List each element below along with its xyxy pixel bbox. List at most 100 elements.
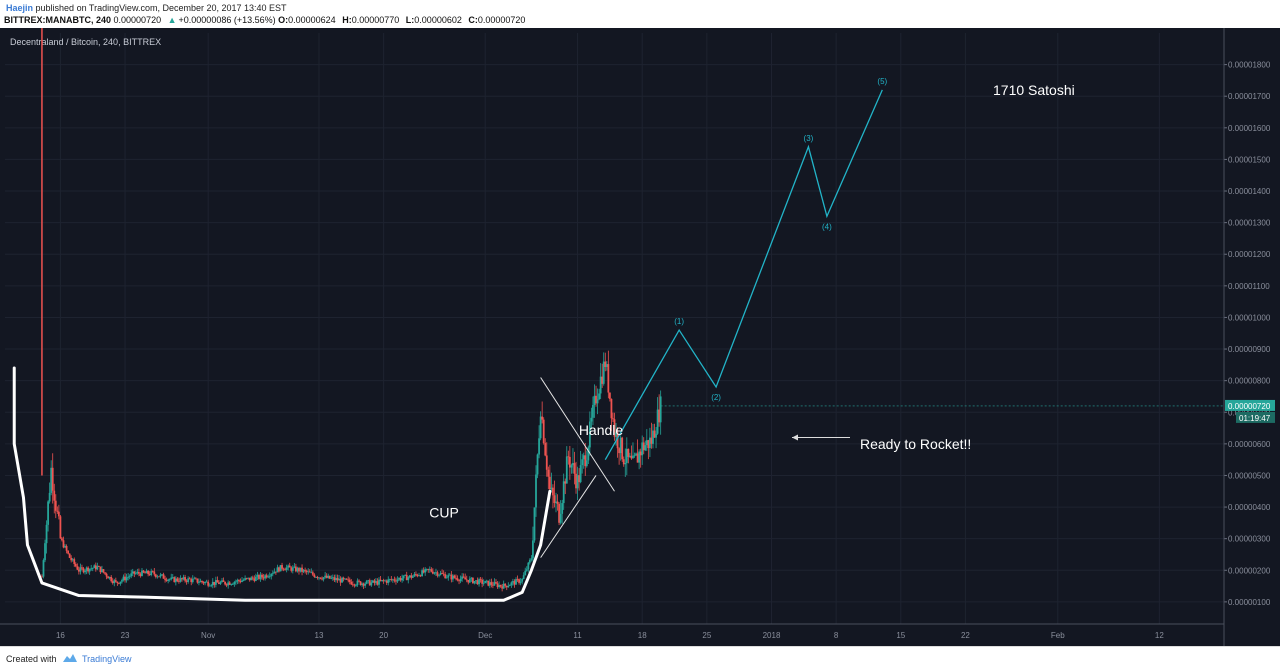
candle-body: [62, 540, 65, 548]
candle-body: [167, 579, 170, 581]
candle-body: [610, 398, 613, 419]
candle-body: [385, 580, 388, 583]
candle-body: [113, 580, 116, 584]
candle-body: [441, 573, 444, 574]
candle-body: [107, 576, 110, 579]
candle-body: [216, 580, 219, 583]
low-label: L:: [405, 15, 415, 25]
candle-body: [351, 584, 354, 586]
target-annotation: 1710 Satoshi: [993, 82, 1075, 98]
candle-body: [121, 580, 123, 582]
tradingview-logo-icon[interactable]: [62, 653, 78, 663]
candle-body: [284, 569, 287, 571]
candle-body: [325, 575, 328, 578]
candle-body: [475, 580, 477, 582]
candle-body: [285, 567, 288, 570]
candle-body: [234, 581, 237, 583]
candle-body: [607, 364, 610, 393]
candle-body: [287, 565, 290, 568]
candle-body: [84, 570, 86, 573]
candle-body: [387, 579, 390, 583]
chart-area[interactable]: 0.00000100 0.00000200 0.00000300 0.00000400…: [0, 27, 1280, 646]
candle-body: [451, 575, 454, 580]
candle-body: [398, 578, 400, 580]
candle-body: [230, 584, 233, 585]
y-tick-label: 0.00000300: [1228, 535, 1271, 544]
candle-body: [54, 500, 57, 511]
candle-body: [130, 573, 133, 577]
candle-body: [501, 586, 504, 589]
candle-body: [336, 578, 339, 581]
candle-body: [499, 585, 502, 587]
candle-body: [265, 575, 268, 578]
candle-body: [350, 582, 353, 585]
candle-body: [148, 574, 151, 575]
chart-background: [0, 28, 1280, 646]
candle-body: [467, 579, 470, 583]
candle-body: [258, 574, 260, 579]
candle-body: [605, 364, 608, 368]
candle-body: [233, 582, 236, 585]
price-chart[interactable]: 0.00000100 0.00000200 0.00000300 0.00000400…: [0, 27, 1280, 646]
candle-body: [464, 577, 467, 580]
candle-body: [327, 575, 330, 578]
candle-body: [593, 395, 596, 405]
candle-body: [101, 569, 103, 573]
candle-body: [116, 581, 119, 583]
y-tick-label: 0.00000500: [1228, 471, 1271, 480]
y-tick-label: 0.00001700: [1228, 92, 1271, 101]
candle-body: [595, 395, 597, 404]
candle-body: [649, 437, 651, 449]
candle-body: [330, 577, 333, 579]
candle-body: [302, 569, 305, 572]
candle-body: [599, 376, 602, 394]
candle-body: [335, 578, 337, 581]
candle-body: [70, 557, 73, 561]
candle-body: [587, 447, 590, 461]
candle-body: [278, 567, 280, 572]
author-link[interactable]: Haejin: [6, 3, 34, 13]
candle-body: [384, 580, 387, 582]
candle-body: [658, 409, 661, 423]
wave-projection-line: [604, 89, 883, 460]
candle-body: [239, 581, 242, 582]
tradingview-link[interactable]: TradingView: [82, 654, 132, 664]
candle-body: [293, 566, 296, 568]
candle-body: [507, 585, 510, 588]
candle-body: [178, 581, 180, 582]
candle-body: [422, 570, 425, 573]
candle-body: [353, 584, 356, 586]
candle-body: [184, 577, 186, 581]
candle-body: [150, 571, 153, 575]
candle-body: [213, 581, 216, 585]
candle-body: [196, 578, 199, 583]
candle-body: [656, 409, 659, 434]
candle-body: [268, 576, 271, 578]
candle-body: [639, 451, 642, 456]
candle-body: [136, 572, 139, 574]
y-tick-label: 0.00001800: [1228, 61, 1271, 70]
candle-body: [90, 568, 93, 570]
candle-body: [205, 581, 208, 583]
candle-body: [250, 577, 253, 581]
candle-body: [391, 579, 394, 581]
candle-body: [407, 577, 410, 581]
candle-body: [207, 581, 210, 586]
candle-body: [408, 575, 411, 578]
y-tick-label: 0.00000100: [1228, 598, 1271, 607]
candle-body: [142, 570, 145, 573]
candle-body: [581, 459, 584, 466]
candle-body: [615, 432, 617, 437]
candle-body: [621, 437, 624, 460]
candle-body: [164, 578, 166, 580]
candle-body: [322, 577, 325, 580]
candle-body: [561, 503, 564, 514]
candle-body: [67, 550, 70, 554]
y-tick-label: 0.00000800: [1228, 377, 1271, 386]
candle-body: [562, 481, 565, 504]
candle-body: [488, 582, 491, 586]
candle-body: [48, 492, 51, 502]
wave-label: (5): [877, 77, 887, 86]
candle-body: [53, 490, 56, 501]
candle-body: [590, 417, 593, 422]
